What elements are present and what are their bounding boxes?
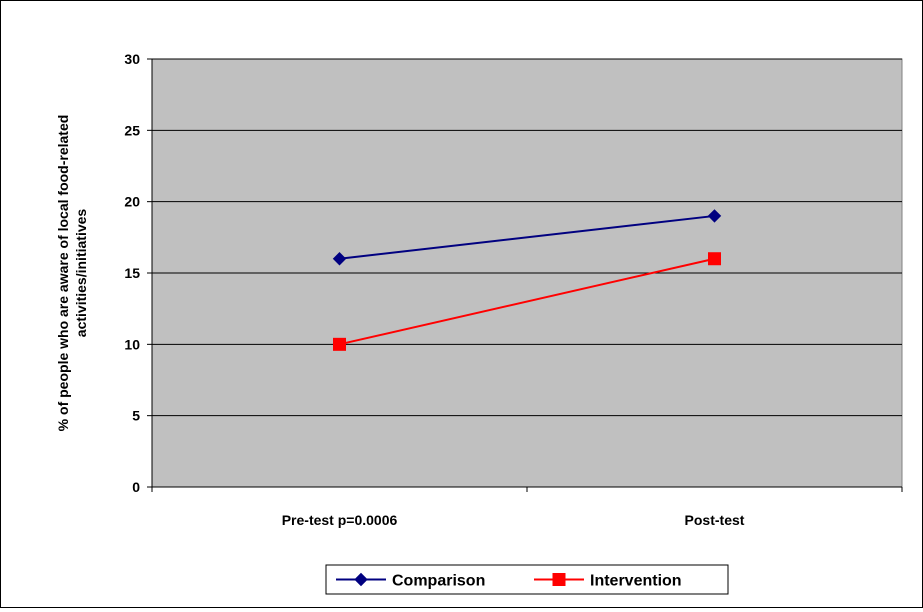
y-tick-label-30: 30 — [124, 51, 140, 67]
legend-marker-comparison — [354, 572, 368, 587]
y-tick-label-5: 5 — [132, 408, 140, 424]
y-tick-label-20: 20 — [124, 194, 140, 210]
y-axis-label: % of people who are aware of local food-… — [55, 115, 89, 432]
series — [332, 209, 722, 351]
x-tick-label-1: Post-test — [685, 512, 745, 528]
point-intervention-0 — [333, 337, 346, 351]
legend-entry-intervention: Intervention — [534, 573, 682, 590]
series-line-comparison — [339, 214, 715, 260]
y-axis-label-line-0: % of people who are aware of local food-… — [55, 115, 71, 432]
gridlines — [152, 58, 902, 417]
legend-label-comparison: Comparison — [392, 573, 485, 590]
series-line-intervention — [339, 257, 715, 346]
legend-marker-intervention — [552, 573, 566, 586]
series-comparison — [332, 209, 722, 266]
axes — [147, 58, 903, 492]
legend: Comparison Intervention — [325, 564, 729, 595]
y-tick-label-25: 25 — [124, 122, 140, 138]
y-tick-labels: 0 5 10 15 20 25 30 — [124, 51, 140, 495]
legend-label-intervention: Intervention — [590, 573, 682, 590]
legend-entry-comparison: Comparison — [336, 573, 485, 590]
y-tick-label-0: 0 — [132, 479, 140, 495]
point-comparison-0 — [332, 252, 347, 266]
x-tick-labels: Pre-test p=0.0006 Post-test — [282, 512, 745, 528]
y-tick-label-15: 15 — [124, 265, 140, 281]
legend-box — [325, 564, 729, 595]
point-intervention-1 — [708, 252, 721, 266]
y-axis-label-line-1: activities/initiatives — [73, 209, 89, 338]
x-tick-label-0: Pre-test p=0.0006 — [282, 512, 398, 528]
point-comparison-1 — [707, 209, 722, 223]
y-tick-label-10: 10 — [124, 336, 140, 352]
series-intervention — [333, 252, 721, 351]
